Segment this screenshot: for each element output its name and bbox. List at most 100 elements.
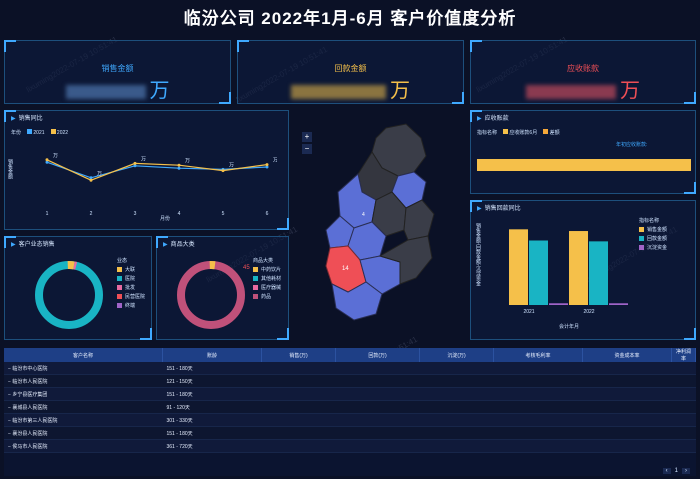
page-title: 临汾公司 2022年1月-6月 客户价值度分析: [183, 9, 517, 28]
kpi-collection-panel: 回款金额 万: [237, 40, 464, 104]
x-tick-label: 3: [134, 211, 137, 217]
bar[interactable]: [569, 231, 588, 305]
receivables-legend: 指标名称 应收账款6月 差额: [477, 129, 560, 136]
map-area: + − 4 14: [296, 112, 466, 342]
table-row[interactable]: − 襄汾县人民医院 151 - 180天: [4, 426, 696, 440]
x-tick-label: 2022: [583, 309, 594, 315]
map-zoom-out-button[interactable]: −: [302, 144, 312, 154]
data-label: 万: [185, 158, 190, 164]
data-point[interactable]: [133, 164, 137, 168]
sales-trend-chart: 1 万 2 万 3 万 4 万 5 万 6 万: [45, 153, 277, 217]
bar[interactable]: [549, 303, 568, 305]
map-zoom-in-button[interactable]: +: [302, 132, 312, 142]
legend-item[interactable]: 应收账款6月: [503, 129, 537, 136]
table-row[interactable]: − 襄城县人民医院 91 - 120天: [4, 400, 696, 414]
table-row[interactable]: − 临汾市中心医院 151 - 180天: [4, 362, 696, 375]
customer-business-donut: [34, 261, 103, 329]
legend-item[interactable]: 终端: [117, 302, 145, 309]
legend-item[interactable]: 其他耗材: [253, 275, 281, 282]
x-tick-label: 2021: [523, 309, 534, 315]
product-category-panel: ▶ 商品大类 45 商品大类 中药饮片 其他耗材 医疗器械 药品: [156, 236, 289, 340]
region-map[interactable]: 4 14: [296, 112, 466, 342]
data-label: 万: [141, 156, 146, 162]
kpi-receivable-value: 万: [471, 74, 695, 103]
legend-item[interactable]: 沉淀资金: [639, 244, 667, 251]
table-pager[interactable]: ‹ 1 ›: [662, 468, 690, 474]
column-header[interactable]: 净利润率: [671, 348, 696, 362]
table-row[interactable]: − 临汾市第三人民医院 301 - 330天: [4, 413, 696, 427]
legend-2021[interactable]: 2021: [27, 129, 45, 136]
sales-collection-panel: ▶ 销售回款同比 销售金额·回款金额·沉淀资金 2021 2022 会计年月 指标名…: [470, 200, 696, 340]
data-point[interactable]: [133, 161, 137, 165]
pager-prev-icon[interactable]: ‹: [662, 468, 671, 474]
sales-collection-ylabel: 销售金额·回款金额·沉淀资金: [475, 223, 481, 287]
table-row[interactable]: − 侯马市人民医院 361 - 720天: [4, 439, 696, 453]
x-tick-label: 6: [266, 211, 269, 217]
legend-item[interactable]: 回款金额: [639, 235, 667, 242]
kpi-collection-value: 万: [238, 74, 463, 103]
map-label-b: 14: [342, 266, 349, 272]
column-header[interactable]: 销售(万): [261, 348, 336, 362]
column-header[interactable]: 账龄: [162, 348, 262, 362]
kpi-sales-label: 销售金额: [101, 64, 134, 73]
data-point[interactable]: [89, 178, 93, 182]
x-tick-label: 2: [90, 211, 93, 217]
customer-table-panel: 客户名称 账龄 销售(万) 回款(万) 沉淀(万) 考核毛利率 资金成本率 净利…: [4, 348, 696, 476]
kpi-receivable-panel: 应收账款 万: [470, 40, 696, 104]
sales-trend-legend: 年份 2021 2022: [11, 129, 68, 136]
table-row[interactable]: − 乡宁县医疗集团 151 - 180天: [4, 387, 696, 401]
legend-label: 年份: [11, 130, 22, 136]
data-label: 万: [273, 158, 277, 164]
x-tick-label: 4: [178, 211, 181, 217]
data-point[interactable]: [265, 165, 269, 169]
legend-item[interactable]: 医院: [117, 275, 145, 282]
data-point[interactable]: [221, 169, 225, 173]
column-header[interactable]: 回款(万): [335, 348, 420, 362]
legend-item[interactable]: 大联: [117, 266, 145, 273]
product-category-legend: 商品大类 中药饮片 其他耗材 医疗器械 药品: [253, 258, 282, 300]
x-tick-label: 5: [222, 211, 225, 217]
column-header[interactable]: 考核毛利率: [493, 348, 583, 362]
bar[interactable]: [609, 303, 628, 305]
kpi-sales-panel: 销售金额 万: [4, 40, 231, 104]
legend-item[interactable]: 民营医院: [117, 293, 145, 300]
legend-item[interactable]: 批发: [117, 284, 145, 291]
data-point[interactable]: [45, 158, 49, 162]
legend-item[interactable]: 销售金额: [639, 226, 667, 233]
column-header[interactable]: 沉淀(万): [419, 348, 494, 362]
data-label: 万: [53, 153, 58, 159]
legend-item[interactable]: 医疗器械: [253, 284, 281, 291]
receivables-title: ▶ 应收账款: [477, 116, 509, 122]
pager-next-icon[interactable]: ›: [682, 468, 690, 474]
sales-collection-legend: 指标名称 销售金额 回款金额 沉淀资金: [639, 218, 668, 251]
kpi-sales-value: 万: [5, 74, 230, 103]
bar[interactable]: [589, 241, 608, 305]
receivables-panel: ▶ 应收账款 指标名称 应收账款6月 差额 年初应收账款:: [470, 110, 696, 194]
data-point[interactable]: [45, 160, 49, 164]
data-point[interactable]: [177, 166, 181, 170]
data-label: 万: [97, 171, 102, 177]
kpi-collection-label: 回款金额: [334, 64, 367, 73]
data-point[interactable]: [177, 163, 181, 167]
map-label-a: 4: [362, 212, 365, 218]
column-header[interactable]: 资金成本率: [582, 348, 672, 362]
bar[interactable]: [509, 229, 528, 305]
sales-collection-chart: 2021 2022: [509, 229, 628, 315]
column-header[interactable]: 客户名称: [4, 348, 163, 362]
legend-2022[interactable]: 2022: [50, 129, 68, 136]
sales-collection-xlabel: 会计年月: [559, 324, 580, 330]
customer-business-legend: 业态 大联 医院 批发 民营医院 终端: [117, 258, 146, 309]
sales-trend-panel: ▶ 销售同比 年份 2021 2022 销售金额 1 万 2 万 3 万 4 万 5 万 6 万 月份: [4, 110, 289, 230]
legend-item[interactable]: 药品: [253, 293, 281, 300]
data-point[interactable]: [265, 163, 269, 167]
bar[interactable]: [529, 240, 548, 306]
table-row[interactable]: − 临汾市人民医院 121 - 150天: [4, 374, 696, 388]
receivables-bar[interactable]: [477, 159, 691, 171]
product-category-value: 45: [243, 265, 250, 271]
kpi-receivable-label: 应收账款: [567, 64, 599, 73]
data-point[interactable]: [89, 176, 93, 180]
legend-item[interactable]: 差额: [543, 129, 560, 136]
data-label: 万: [229, 162, 234, 168]
series-line-2022: [46, 159, 268, 181]
legend-item[interactable]: 中药饮片: [253, 266, 281, 273]
